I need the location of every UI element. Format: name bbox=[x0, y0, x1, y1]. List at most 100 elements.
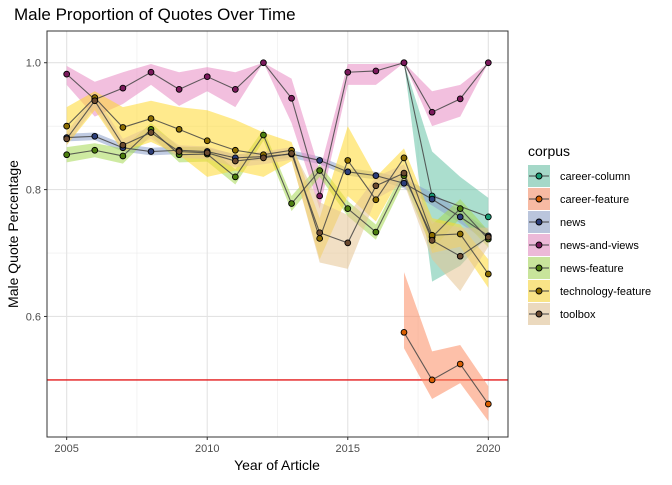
point-news-and-views bbox=[119, 84, 127, 92]
plot-panel bbox=[46, 30, 509, 438]
legend: corpus career-column career-feature news ne… bbox=[528, 143, 651, 325]
point-news-feature bbox=[344, 205, 352, 212]
point-technology-feature bbox=[344, 157, 352, 164]
legend-label: toolbox bbox=[560, 309, 596, 321]
y-tick-label: 1.0 bbox=[26, 58, 41, 70]
point-news-and-views bbox=[203, 73, 211, 81]
band-toolbox bbox=[66, 94, 489, 292]
legend-label: career-feature bbox=[560, 194, 629, 206]
point-technology-feature bbox=[63, 122, 71, 130]
point-news-feature bbox=[316, 167, 324, 174]
point-news-and-views bbox=[484, 59, 492, 67]
point-news bbox=[344, 168, 352, 176]
point-toolbox bbox=[119, 141, 127, 149]
point-news bbox=[147, 148, 155, 155]
x-tick-label: 2010 bbox=[195, 443, 219, 455]
point-news-feature bbox=[63, 151, 71, 159]
legend-key-point bbox=[535, 195, 543, 203]
point-technology-feature bbox=[119, 124, 127, 131]
point-news-feature bbox=[260, 131, 267, 139]
legend-item-news: news bbox=[528, 211, 586, 233]
point-news-and-views bbox=[63, 70, 71, 78]
point-news bbox=[91, 132, 99, 140]
point-technology-feature bbox=[316, 235, 324, 242]
point-news-feature bbox=[231, 173, 239, 181]
band-news-and-views bbox=[66, 62, 489, 209]
point-toolbox bbox=[344, 239, 352, 247]
point-news-and-views bbox=[147, 68, 155, 76]
point-toolbox bbox=[372, 182, 380, 190]
legend-key-point bbox=[535, 287, 543, 295]
legend-key-point bbox=[535, 218, 543, 226]
point-technology-feature bbox=[400, 154, 408, 162]
point-news-feature bbox=[372, 228, 380, 236]
point-toolbox bbox=[91, 97, 99, 105]
point-technology-feature bbox=[372, 196, 380, 204]
point-news-and-views bbox=[231, 86, 239, 93]
point-news-and-views bbox=[344, 68, 352, 76]
legend-key-point bbox=[535, 241, 543, 249]
point-technology-feature bbox=[203, 137, 211, 145]
band-career-feature bbox=[403, 272, 489, 422]
legend-items: career-column career-feature news news-and-… bbox=[528, 165, 651, 325]
point-news-and-views bbox=[316, 192, 324, 200]
point-news bbox=[400, 179, 408, 187]
point-technology-feature bbox=[456, 230, 464, 238]
x-axis: 2005 2010 2015 2020 bbox=[54, 437, 501, 455]
point-news-feature bbox=[288, 200, 295, 207]
x-axis-title: Year of Article bbox=[234, 457, 320, 473]
point-technology-feature bbox=[484, 270, 492, 278]
x-tick-label: 2005 bbox=[54, 443, 78, 455]
y-tick-label: 0.8 bbox=[26, 185, 41, 197]
point-news-and-views bbox=[175, 86, 183, 93]
point-career-feature bbox=[428, 376, 436, 384]
legend-item-toolbox: toolbox bbox=[528, 303, 596, 325]
y-tick-label: 0.6 bbox=[26, 311, 41, 323]
legend-item-career-feature: career-feature bbox=[528, 188, 629, 210]
point-technology-feature bbox=[231, 146, 239, 154]
point-news bbox=[428, 195, 436, 203]
point-news bbox=[316, 157, 324, 164]
point-career-feature bbox=[400, 328, 408, 336]
legend-title: corpus bbox=[528, 143, 570, 159]
point-toolbox bbox=[260, 154, 267, 162]
series-points bbox=[63, 59, 492, 408]
chart-title: Male Proportion of Quotes Over Time bbox=[14, 5, 296, 24]
point-career-feature bbox=[484, 400, 492, 408]
point-news-and-views bbox=[456, 95, 464, 103]
legend-key-point bbox=[535, 264, 543, 272]
point-news-and-views bbox=[428, 108, 436, 116]
y-axis: 0.6 0.8 1.0 bbox=[26, 58, 47, 323]
legend-label: news-and-views bbox=[560, 240, 639, 252]
point-news-and-views bbox=[288, 94, 295, 102]
legend-key-point bbox=[535, 310, 543, 318]
point-news-and-views bbox=[372, 67, 380, 75]
point-toolbox bbox=[400, 169, 408, 177]
line-news-and-views bbox=[66, 61, 489, 197]
point-toolbox bbox=[147, 129, 155, 136]
legend-item-news-and-views: news-and-views bbox=[528, 234, 639, 256]
point-toolbox bbox=[231, 157, 239, 165]
line-technology-feature bbox=[66, 96, 489, 275]
point-toolbox bbox=[484, 233, 492, 241]
point-toolbox bbox=[456, 252, 464, 260]
point-career-feature bbox=[456, 360, 464, 368]
legend-label: career-column bbox=[560, 171, 630, 183]
legend-label: news-feature bbox=[560, 263, 624, 275]
legend-label: technology-feature bbox=[560, 286, 651, 298]
point-news-feature bbox=[91, 146, 99, 154]
point-technology-feature bbox=[147, 115, 155, 122]
x-tick-label: 2015 bbox=[336, 443, 360, 455]
point-news bbox=[372, 172, 380, 179]
legend-item-technology-feature: technology-feature bbox=[528, 280, 651, 302]
point-technology-feature bbox=[175, 125, 183, 133]
point-news-and-views bbox=[400, 59, 408, 67]
point-career-column bbox=[484, 213, 492, 221]
point-news bbox=[456, 213, 464, 221]
point-toolbox bbox=[428, 236, 436, 244]
x-tick-label: 2020 bbox=[476, 443, 500, 455]
point-toolbox bbox=[175, 148, 183, 155]
legend-key-point bbox=[535, 172, 543, 180]
